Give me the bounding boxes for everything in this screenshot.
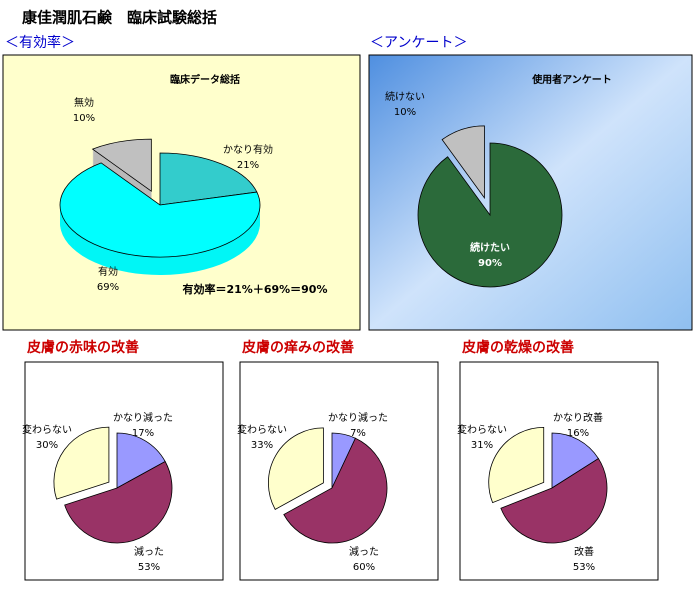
section-label: ＜アンケート＞ xyxy=(370,35,467,51)
page-title: 康佳潤肌石鹸 臨床試験総括 xyxy=(22,9,217,27)
slice-value-label: 53% xyxy=(138,562,160,573)
slice-value-label: 30% xyxy=(36,440,58,451)
pie-slice xyxy=(488,426,545,504)
chart-title: 使用者アンケート xyxy=(531,73,612,86)
pie-slice xyxy=(283,437,388,544)
slice-label: 減った xyxy=(349,545,379,558)
pie-slice xyxy=(59,162,261,258)
slice-value-label: 17% xyxy=(132,428,154,439)
slice-label: 続けたい xyxy=(470,241,510,254)
chart-title: 皮膚の痒みの改善 xyxy=(241,339,354,356)
slice-label: 続けない xyxy=(385,90,425,103)
slice-value-label: 33% xyxy=(251,440,273,451)
slice-value-label: 10% xyxy=(73,113,95,124)
pie-slice xyxy=(441,125,485,200)
annotation: 有効率＝21%＋69%＝90% xyxy=(183,282,328,296)
slice-value-label: 10% xyxy=(394,107,416,118)
slice-label: かなり減った xyxy=(328,411,388,424)
section-label: ＜有効率＞ xyxy=(5,34,75,51)
pie-slice xyxy=(64,460,173,544)
slice-value-label: 16% xyxy=(567,428,589,439)
slice-label: かなり有効 xyxy=(223,143,273,156)
slice-label: 変わらない xyxy=(22,423,72,436)
slice-value-label: 53% xyxy=(573,562,595,573)
slice-label: 有効 xyxy=(98,265,118,278)
pie-slice xyxy=(551,432,599,489)
slice-label: 減った xyxy=(134,545,164,558)
slice-label: かなり減った xyxy=(113,411,173,424)
slice-value-label: 21% xyxy=(237,160,259,171)
slice-label: 無効 xyxy=(74,96,94,109)
slice-value-label: 90% xyxy=(478,258,502,269)
pie-slice xyxy=(417,142,563,288)
slice-label: 変わらない xyxy=(237,423,287,436)
chart-title: 皮膚の赤味の改善 xyxy=(26,339,139,356)
pie-slice xyxy=(91,138,152,192)
slice-value-label: 60% xyxy=(353,562,375,573)
slice-label: 変わらない xyxy=(457,423,507,436)
slice-label: 改善 xyxy=(574,545,594,558)
pie-slice xyxy=(53,426,110,500)
slice-value-label: 31% xyxy=(471,440,493,451)
slice-label: かなり改善 xyxy=(553,411,603,424)
chart-title: 皮膚の乾燥の改善 xyxy=(461,339,574,356)
chart-title: 臨床データ総括 xyxy=(170,73,240,86)
pie-slice xyxy=(159,152,258,206)
slice-value-label: 69% xyxy=(97,282,119,293)
pie-slice xyxy=(268,427,324,510)
pie-slice xyxy=(116,432,166,489)
pie-slice xyxy=(500,457,608,544)
slice-value-label: 7% xyxy=(350,428,366,439)
